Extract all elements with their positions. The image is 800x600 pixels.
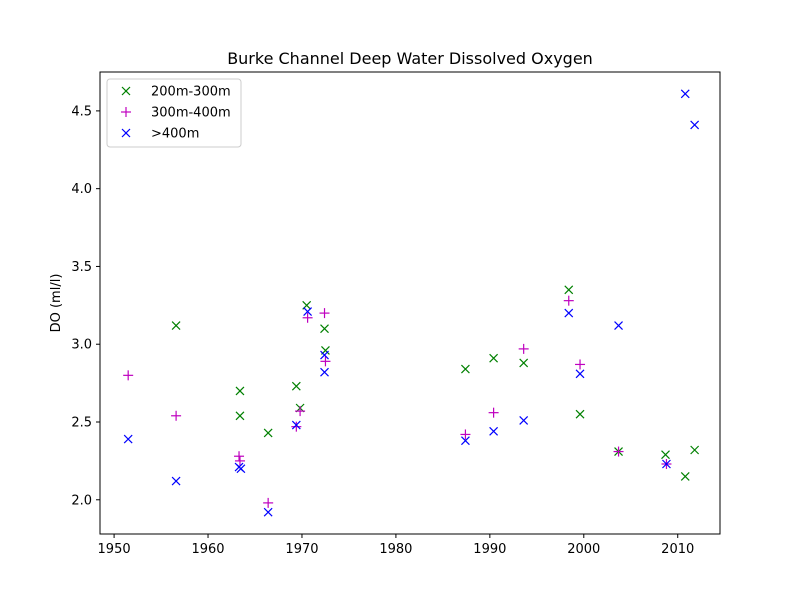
data-point [690,445,700,455]
x-tick-label: 1960 [191,542,224,557]
data-point [662,459,671,469]
data-point [320,367,329,377]
data-point [614,321,623,330]
x-tick-label: 2010 [661,542,694,557]
data-point [488,407,499,418]
legend-marker [121,86,131,96]
data-point [680,89,690,99]
data-point [661,450,670,460]
data-point [680,472,690,481]
data-point [564,308,574,318]
data-point [563,295,574,306]
data-point [263,497,274,508]
data-point [295,406,306,417]
y-axis-label: DO (ml/l) [49,274,64,333]
x-tick-label: 1950 [98,542,131,557]
data-point [575,359,586,370]
data-point [575,369,585,379]
data-point [460,429,471,440]
x-tick-label: 2000 [567,542,600,557]
data-point [518,343,529,354]
data-point [291,381,301,391]
y-tick-label: 4.0 [71,182,92,197]
data-point [564,285,574,295]
data-point [320,324,329,334]
y-tick-label: 2.5 [71,416,92,431]
data-point [171,321,181,330]
x-tick-label: 1980 [379,542,412,557]
data-point [489,426,499,436]
legend-box [106,78,242,148]
data-point [236,464,246,474]
legend-marker [121,128,131,138]
data-point [575,409,585,419]
data-point [235,386,245,396]
data-point [291,420,301,430]
legend-label: 200m-300m [151,85,231,100]
data-point [489,353,499,363]
x-tick-label: 1990 [473,542,506,557]
data-point [291,421,302,432]
data-point [690,120,700,130]
legend-label: >400m [151,127,199,142]
plot-area: 1950 1960 1970 1980 1990 2000 2010 2.0 2.5 3.0 3.5… [71,71,721,557]
data-point [171,476,181,486]
legend: 200m-300m 300m-400m >400m [106,78,242,148]
data-point [302,312,313,323]
data-point [613,446,624,457]
data-point [263,507,273,517]
data-point [460,436,470,446]
data-point [460,364,470,374]
data-point [235,411,245,421]
data-point [123,434,133,444]
data-point [171,410,182,421]
data-point [519,358,529,368]
y-tick-label: 3.5 [71,260,92,275]
data-point [234,455,245,466]
data-point [319,308,330,319]
legend-label: 300m-400m [151,106,231,121]
x-tick-label: 1970 [285,542,318,557]
chart-title: Burke Channel Deep Water Dissolved Oxyge… [227,49,593,68]
y-tick-label: 3.0 [71,338,92,353]
axes-frame [99,71,721,535]
y-tick-label: 2.0 [71,493,92,508]
y-tick-label: 4.5 [71,104,92,119]
data-point [320,350,329,360]
legend-marker [121,107,131,117]
data-point [263,428,273,438]
data-point [519,416,529,425]
data-point [303,307,313,316]
data-point [320,356,331,367]
data-point [234,451,245,462]
data-point [123,370,134,381]
